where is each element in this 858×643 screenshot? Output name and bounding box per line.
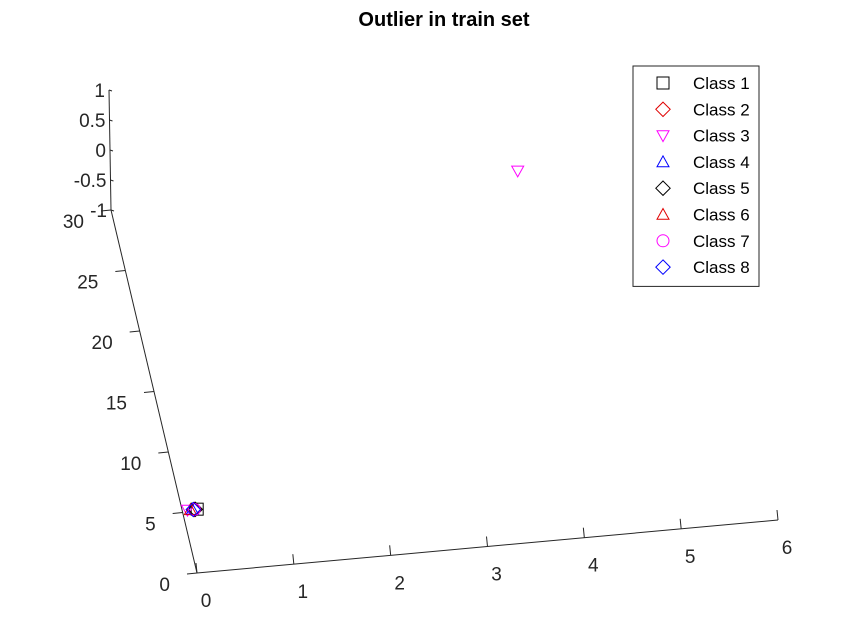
x-tick-label: 6 bbox=[782, 538, 793, 559]
x-tick bbox=[389, 545, 392, 556]
y-tick bbox=[143, 391, 155, 393]
y-tick-label: 20 bbox=[92, 333, 113, 354]
legend-marker bbox=[656, 154, 670, 168]
legend-label: Class 4 bbox=[693, 153, 750, 172]
y-tick-label: 30 bbox=[63, 212, 84, 233]
z-tick bbox=[108, 89, 113, 92]
z-tick-label: -0.5 bbox=[74, 171, 107, 192]
y-tick bbox=[115, 270, 126, 272]
legend-label: Class 3 bbox=[693, 127, 750, 146]
legend-label: Class 6 bbox=[693, 206, 750, 225]
legend-box bbox=[632, 65, 760, 287]
legend-label: Class 8 bbox=[693, 258, 750, 277]
legend-label: Class 1 bbox=[693, 74, 750, 93]
x-tick bbox=[776, 509, 779, 521]
x-tick-label: 5 bbox=[685, 547, 696, 568]
z-tick bbox=[110, 209, 115, 212]
z-tick-label: 1 bbox=[94, 81, 105, 102]
x-tick bbox=[486, 536, 488, 547]
z-tick-label: 0.5 bbox=[79, 111, 105, 132]
chart-title: Outlier in train set bbox=[358, 9, 529, 31]
x-tick-label: 0 bbox=[201, 591, 212, 612]
legend-marker bbox=[656, 234, 670, 248]
data-markers bbox=[180, 165, 525, 518]
legend-marker bbox=[656, 207, 670, 220]
z-tick-label: -1 bbox=[90, 201, 107, 222]
legend-marker bbox=[656, 130, 670, 143]
x-tick bbox=[679, 518, 682, 529]
legend-label: Class 7 bbox=[693, 232, 750, 251]
z-tick-label: 0 bbox=[95, 141, 106, 162]
legend: Class 1 Class 2 Class 3 Class 4 Class 5 Class… bbox=[632, 65, 760, 287]
x-tick-label: 3 bbox=[491, 565, 502, 586]
y-tick-label: 25 bbox=[77, 273, 98, 294]
x-tick bbox=[195, 562, 198, 574]
x-tick-label: 1 bbox=[298, 582, 309, 603]
axes: 0 1 2 3 4 5 6 0 5 10 15 20 25 30 -1 -0.5 0 0.5 1 bbox=[63, 81, 792, 612]
y-tick bbox=[129, 330, 140, 333]
x-tick bbox=[582, 527, 585, 538]
data-point bbox=[186, 501, 203, 518]
legend-marker bbox=[656, 76, 670, 90]
data-point bbox=[185, 501, 202, 518]
z-tick bbox=[110, 179, 114, 182]
legend-marker bbox=[655, 180, 671, 197]
data-point bbox=[510, 165, 525, 178]
z-tick bbox=[109, 149, 114, 152]
x-tick-label: 4 bbox=[588, 556, 599, 577]
legend-marker bbox=[655, 259, 671, 276]
y-tick-label: 10 bbox=[120, 454, 141, 475]
x-tick bbox=[292, 554, 295, 565]
z-tick bbox=[109, 119, 113, 122]
data-point bbox=[180, 504, 195, 518]
legend-marker bbox=[655, 101, 671, 118]
y-tick bbox=[186, 572, 198, 575]
legend-label: Class 2 bbox=[693, 100, 750, 119]
y-tick-label: 15 bbox=[106, 394, 127, 415]
legend-label: Class 5 bbox=[693, 179, 750, 198]
y-tick bbox=[158, 451, 169, 454]
x-tick-label: 2 bbox=[394, 573, 405, 594]
y-tick-label: 5 bbox=[145, 515, 156, 536]
y-tick-label: 0 bbox=[159, 575, 170, 596]
y-tick bbox=[100, 209, 112, 212]
y-tick bbox=[172, 512, 183, 514]
